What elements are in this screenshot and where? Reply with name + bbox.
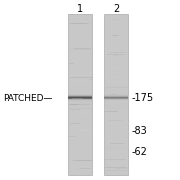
Bar <box>104 107 128 108</box>
Bar <box>68 101 92 102</box>
Bar <box>68 92 92 93</box>
Bar <box>104 105 128 106</box>
Bar <box>104 95 128 96</box>
Bar <box>68 102 92 103</box>
Bar <box>104 87 128 88</box>
Bar <box>104 86 128 87</box>
Bar <box>68 93 92 94</box>
Bar <box>68 94 92 95</box>
Bar <box>68 85 92 86</box>
Bar <box>68 86 92 87</box>
Bar <box>68 84 92 85</box>
Bar <box>104 104 128 105</box>
Bar <box>68 105 92 106</box>
Bar <box>104 108 128 109</box>
Bar <box>104 91 128 92</box>
Bar <box>104 96 128 97</box>
Bar <box>104 108 128 109</box>
Bar <box>68 89 92 90</box>
Bar <box>68 97 92 98</box>
Text: -62: -62 <box>131 147 147 157</box>
Bar <box>68 106 92 107</box>
Bar <box>104 109 128 110</box>
Bar <box>104 92 128 93</box>
Bar <box>104 93 128 94</box>
Bar <box>68 107 92 108</box>
Bar <box>104 99 128 100</box>
Bar <box>104 98 128 99</box>
Bar <box>68 98 92 99</box>
Bar <box>68 107 92 108</box>
Bar <box>104 14 128 175</box>
Bar <box>68 108 92 109</box>
Bar <box>104 107 128 108</box>
Bar <box>68 108 92 109</box>
Text: -175: -175 <box>131 93 154 103</box>
Bar <box>68 96 92 97</box>
Bar <box>104 84 128 85</box>
Bar <box>68 103 92 104</box>
Text: 1: 1 <box>77 4 83 14</box>
Bar <box>104 106 128 107</box>
Bar <box>104 90 128 91</box>
Bar <box>68 96 92 97</box>
Bar <box>68 104 92 105</box>
Bar <box>104 94 128 95</box>
Bar <box>104 101 128 102</box>
Bar <box>104 97 128 98</box>
Bar <box>68 14 92 175</box>
Text: 2: 2 <box>113 4 119 14</box>
Bar <box>104 102 128 103</box>
Bar <box>68 102 92 103</box>
Bar <box>104 110 128 111</box>
Bar <box>104 92 128 93</box>
Bar <box>68 109 92 110</box>
Bar <box>68 90 92 91</box>
Bar <box>104 97 128 98</box>
Bar <box>68 87 92 88</box>
Bar <box>104 89 128 90</box>
Bar <box>104 91 128 92</box>
Bar <box>68 97 92 98</box>
Bar <box>104 96 128 97</box>
Bar <box>68 88 92 89</box>
Bar <box>104 103 128 104</box>
Bar <box>104 102 128 103</box>
Bar <box>68 99 92 100</box>
Bar <box>68 91 92 92</box>
Bar <box>68 91 92 92</box>
Text: PATCHED—: PATCHED— <box>4 94 53 103</box>
Bar <box>68 103 92 104</box>
Bar <box>104 85 128 86</box>
Bar <box>104 86 128 87</box>
Bar <box>68 86 92 87</box>
Bar <box>68 110 92 111</box>
Bar <box>104 103 128 104</box>
Bar <box>104 100 128 101</box>
Bar <box>68 100 92 101</box>
Bar <box>68 95 92 96</box>
Bar <box>104 88 128 89</box>
Text: -83: -83 <box>131 126 147 136</box>
Bar <box>68 92 92 93</box>
